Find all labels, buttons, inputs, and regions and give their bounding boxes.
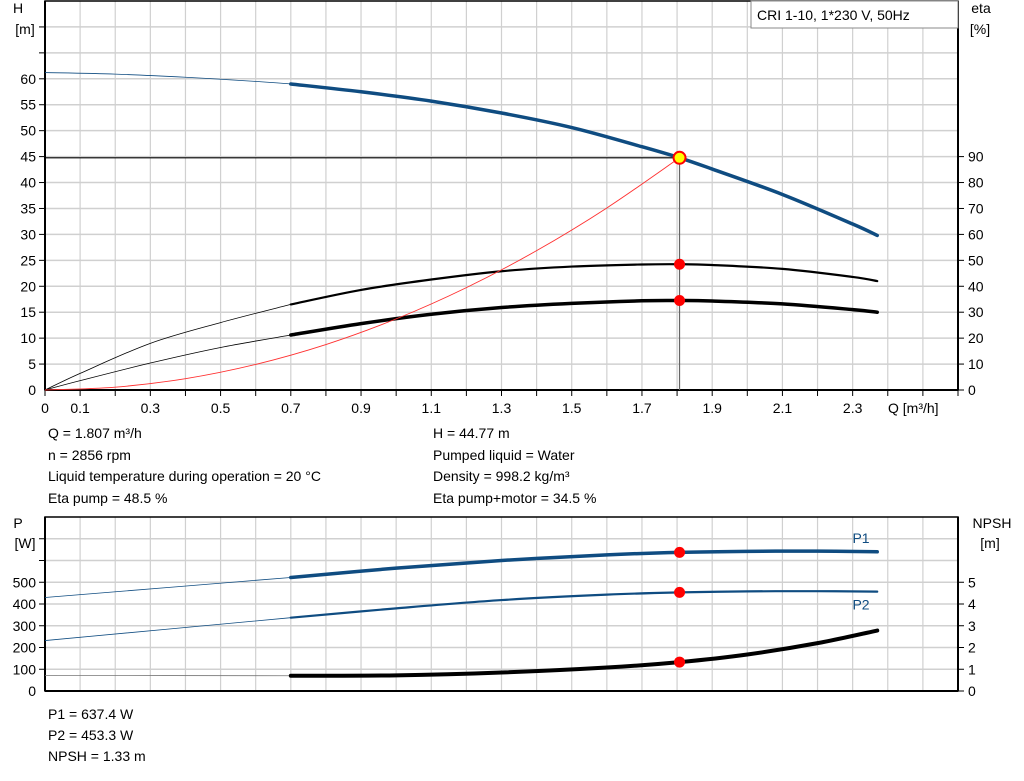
x-tick-label: 0.5 [211,400,231,416]
y-left-tick-label: 300 [13,618,37,634]
y-left-tick-label: 0 [28,382,36,398]
x-tick-label: 0.9 [351,400,371,416]
y-left-tick-label: 40 [20,175,36,191]
y-left-tick-label: 55 [20,97,36,113]
y-right-tick-label: 5 [968,574,976,590]
y-right-axis-label: eta [971,0,991,16]
y-left-axis-label: H [13,0,23,16]
y-left-tick-label: 60 [20,71,36,87]
x-tick-label: 0.7 [281,400,301,416]
y-right-tick-label: 20 [968,330,984,346]
y-right-tick-label: 60 [968,226,984,242]
head-curve [289,82,879,238]
info-p2: P2 = 453.3 W [48,727,134,743]
y-right-tick-label: 50 [968,252,984,268]
info-liquid: Pumped liquid = Water [433,446,575,463]
y-left-tick-label: 35 [20,200,36,216]
y-right-tick-label: 10 [968,356,984,372]
y-right-tick-label: 80 [968,175,984,191]
y-left-tick-label: 500 [13,574,37,590]
duty-point-eta-total [674,295,686,307]
x-tick-label: 1.7 [632,400,652,416]
legend-box [750,0,959,29]
info-bottom: P1 = 637.4 W P2 = 453.3 W NPSH = 1.33 m [48,706,146,764]
y-right-axis-unit: [%] [970,21,990,37]
eta_pump-curve-thin [44,304,291,391]
y-left-tick-label: 10 [20,330,36,346]
y-left-axis-label: P [13,515,22,531]
y-left-tick-label: 100 [13,661,37,677]
y-left-tick-label: 45 [20,149,36,165]
duty-point-npsh [674,656,686,668]
y-left-tick-label: 20 [20,278,36,294]
p2-label: P2 [852,597,869,613]
x-tick-label: 2.1 [773,400,793,416]
p2-curve [289,590,879,619]
y-left-axis-unit: [m] [15,21,34,37]
y-left-tick-label: 400 [13,596,37,612]
y-right-tick-label: 90 [968,149,984,165]
p1-label: P1 [852,530,869,546]
x-tick-label: 1.3 [492,400,512,416]
y-left-tick-label: 25 [20,252,36,268]
eta_total-curve [289,298,879,337]
y-left-axis-unit: [W] [15,535,36,551]
y-right-tick-label: 70 [968,200,984,216]
head-eta-chart: 0 5 10 15 20 25 30 35 40 45 50 55 60 0 10 20 30 40 50 60 70 8… [13,0,991,416]
system-curve-thin [44,157,680,391]
y-right-tick-label: 0 [968,382,976,398]
duty-point-p2 [674,586,686,598]
y-right-tick-label: 0 [968,683,976,699]
y-left-tick-label: 0 [28,683,36,699]
legend-text: CRI 1-10, 1*230 V, 50Hz [757,7,910,23]
x-tick-label: 0 [41,400,49,416]
info-speed: n = 2856 rpm [48,446,131,463]
head-curve-thin [44,72,291,85]
y-left-tick-label: 5 [28,356,36,372]
info-eta-pump: Eta pump = 48.5 % [48,489,168,506]
eta_pump-curve [289,263,879,306]
x-tick-label: 0.1 [70,400,90,416]
y-right-tick-label: 30 [968,304,984,320]
duty-point-head [672,150,687,165]
info-top-left: Q = 1.807 m³/h n = 2856 rpm Liquid tempe… [48,425,321,506]
info-npsh: NPSH = 1.33 m [48,748,146,764]
y-left-tick-label: 15 [20,304,36,320]
x-tick-label: 1.9 [702,400,722,416]
x-tick-label: 1.5 [562,400,582,416]
power-npsh-chart: 0 100 200 300 400 500 0 1 2 3 4 5 P [W] NPSH [m] P1 P2 [13,515,1012,699]
y-right-axis-label: NPSH [973,515,1012,531]
y-right-tick-label: 1 [968,661,976,677]
info-eta-total: Eta pump+motor = 34.5 % [433,489,597,506]
y-left-tick-label: 50 [20,123,36,139]
eta_total-curve-thin [44,334,291,391]
x-tick-label: 0.3 [141,400,161,416]
npsh-curve [288,628,880,678]
y-right-tick-label: 4 [968,596,976,612]
info-flow: Q = 1.807 m³/h [48,425,142,441]
y-right-tick-label: 2 [968,640,976,656]
p1-curve-thin [44,577,291,598]
y-left-tick-label: 30 [20,226,36,242]
p1-curve [289,549,879,580]
info-top-right: H = 44.77 m Pumped liquid = Water Densit… [433,425,597,506]
x-tick-label: 2.3 [843,400,863,416]
info-density: Density = 998.2 kg/m³ [433,468,570,484]
y-right-tick-label: 3 [968,618,976,634]
duty-point-p1 [674,546,686,558]
info-temperature: Liquid temperature during operation = 20… [48,468,321,484]
y-right-axis-unit: [m] [980,535,999,551]
info-p1: P1 = 637.4 W [48,706,134,722]
y-left-tick-label: 200 [13,640,37,656]
x-axis-label: Q [m³/h] [888,400,939,416]
y-right-tick-label: 40 [968,278,984,294]
x-tick-label: 1.1 [422,400,442,416]
info-head: H = 44.77 m [433,425,510,441]
p2-curve-thin [44,617,291,641]
duty-point-eta-pump [674,258,686,270]
